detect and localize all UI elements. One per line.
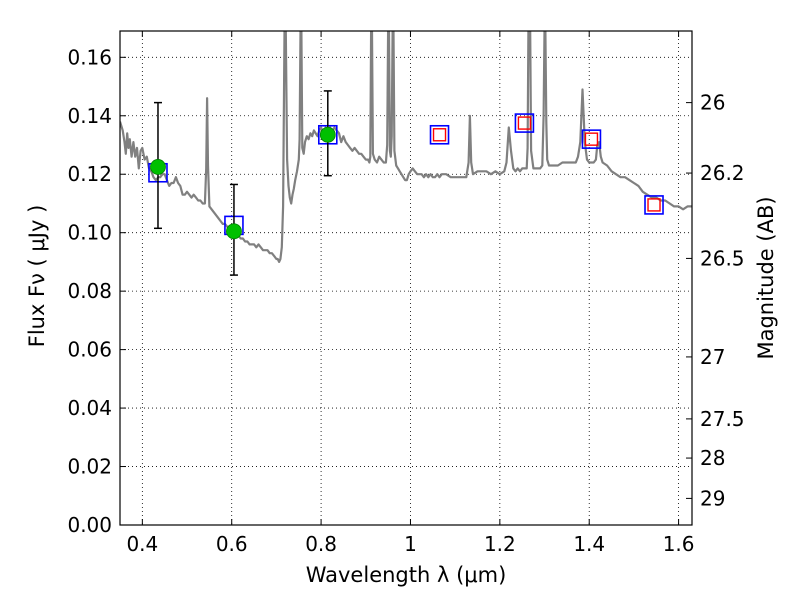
- y-tick-label: 0.10: [67, 221, 112, 245]
- detection-point: [319, 126, 336, 143]
- x-tick-labels: 0.4 0.6 0.8 1 1.2 1.4 1.6: [126, 532, 694, 556]
- x-tick-label: 0.6: [216, 532, 248, 556]
- y-tick-label: 0.06: [67, 338, 112, 362]
- predicted-square: [432, 128, 447, 142]
- right-axis-label: Magnitude (AB): [754, 196, 778, 359]
- model-square: [514, 113, 535, 133]
- right-tick-label: 27: [700, 345, 725, 369]
- x-tick-label: 1.2: [484, 532, 516, 556]
- y-tick-label: 0.08: [67, 279, 112, 303]
- right-tick-label: 28: [700, 446, 725, 470]
- x-tick-label: 1: [404, 532, 417, 556]
- marker-layer: [148, 90, 664, 276]
- x-tick-label: 0.8: [305, 532, 337, 556]
- right-tick-label: 26: [700, 91, 725, 115]
- spectrum-line: [120, 31, 692, 263]
- model-square: [429, 124, 450, 145]
- predicted-square: [647, 198, 661, 212]
- model-square: [644, 195, 664, 215]
- predicted-square: [584, 132, 599, 146]
- plot-frame: [119, 30, 693, 526]
- y-tick-label: 0.00: [67, 513, 112, 537]
- spectrum-layer: [120, 31, 692, 263]
- right-tick-label: 27.5: [700, 407, 745, 431]
- y-tick-label: 0.12: [67, 162, 112, 186]
- y-tick-label: 0.02: [67, 455, 112, 479]
- y-axis-label: Flux Fν ( μJy ): [25, 205, 49, 348]
- model-square: [581, 129, 602, 149]
- x-tick-label: 0.4: [126, 532, 158, 556]
- grid-lines: [120, 31, 692, 526]
- right-tick-label: 26.2: [700, 161, 745, 185]
- x-tick-label: 1.6: [663, 532, 695, 556]
- detection-point: [226, 223, 242, 240]
- y-tick-labels: 0.00 0.02 0.04 0.06 0.08 0.10 0.12 0.14 0.16: [67, 45, 112, 537]
- axes-frame: [119, 30, 693, 526]
- y-tick-label: 0.16: [67, 45, 112, 69]
- y-tick-label: 0.14: [67, 104, 112, 128]
- detection-point: [150, 159, 166, 175]
- x-axis-label: Wavelength λ (μm): [306, 563, 507, 587]
- predicted-square: [517, 116, 532, 130]
- right-tick-label: 29: [700, 486, 725, 510]
- x-tick-label: 1.4: [573, 532, 605, 556]
- right-tick-label: 26.5: [700, 246, 745, 270]
- y-tick-label: 0.04: [67, 396, 112, 420]
- tick-marks: [120, 31, 692, 526]
- right-tick-labels: 26 26.2 26.5 27 27.5 28 29: [700, 91, 745, 511]
